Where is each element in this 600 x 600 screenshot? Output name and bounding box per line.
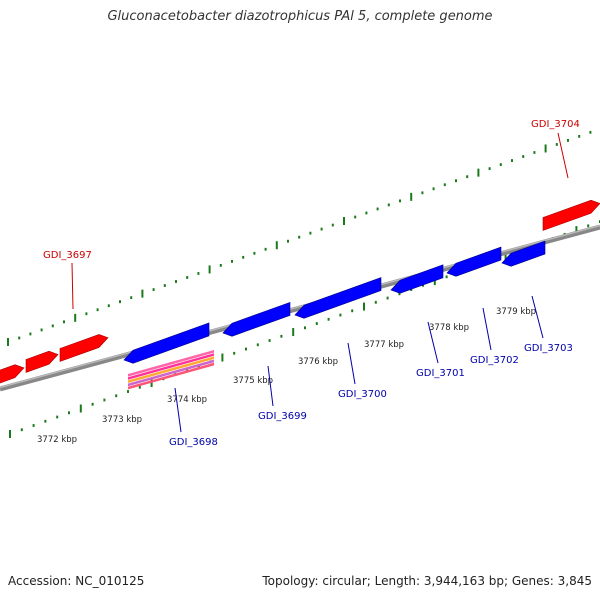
label-leader-line xyxy=(347,342,356,385)
outer-tick-track xyxy=(7,130,592,346)
forward-gene-arrow xyxy=(542,199,600,231)
label-leader-line xyxy=(482,307,492,351)
gene-label[interactable]: GDI_3701 xyxy=(416,368,465,379)
reverse-gene-arrow xyxy=(390,264,444,294)
gene-label[interactable]: GDI_3703 xyxy=(524,343,573,354)
scale-label: 3773 kbp xyxy=(102,415,142,425)
scale-label: 3777 kbp xyxy=(364,340,404,350)
topology-summary: Topology: circular; Length: 3,944,163 bp… xyxy=(262,574,592,588)
reverse-gene-arrow xyxy=(294,277,382,319)
forward-gene-arrow xyxy=(25,350,59,373)
map-title: Gluconacetobacter diazotrophicus PAl 5, … xyxy=(107,9,493,24)
label-leader-line xyxy=(174,387,182,433)
reverse-gene-arrow xyxy=(446,246,502,277)
reverse-gene-arrow xyxy=(222,301,291,337)
label-leader-line xyxy=(427,321,439,364)
scale-label: 3778 kbp xyxy=(429,323,469,333)
rna-feature-stripe xyxy=(128,353,214,380)
rna-feature-stripe xyxy=(128,350,214,377)
gene-label[interactable]: GDI_3697 xyxy=(43,250,92,261)
rna-feature-stripe xyxy=(128,356,214,383)
gene-label[interactable]: GDI_3700 xyxy=(338,389,387,400)
scale-label: 3772 kbp xyxy=(37,435,77,445)
gene-label[interactable]: GDI_3698 xyxy=(169,437,218,448)
rna-feature-stripe xyxy=(128,362,214,390)
scale-label: 3779 kbp xyxy=(496,307,536,317)
gene-features xyxy=(0,199,600,390)
scale-labels: 3772 kbp 3773 kbp 3774 kbp 3775 kbp 3776 kbp… xyxy=(37,307,536,445)
gene-label[interactable]: GDI_3704 xyxy=(531,119,580,130)
gene-label[interactable]: GDI_3702 xyxy=(470,355,519,366)
label-leader-line xyxy=(531,295,544,339)
label-leader-lines xyxy=(71,132,569,433)
reverse-gene-arrow xyxy=(123,322,210,364)
forward-gene-arrow xyxy=(0,364,25,384)
label-leader-line xyxy=(557,132,569,179)
scale-label: 3774 kbp xyxy=(167,395,207,405)
accession-text: Accession: NC_010125 xyxy=(8,574,145,588)
rna-feature-stripe xyxy=(128,359,214,387)
forward-gene-arrow xyxy=(59,334,109,362)
label-leader-line xyxy=(267,365,274,407)
gene-label[interactable]: GDI_3699 xyxy=(258,411,307,422)
scale-label: 3775 kbp xyxy=(233,376,273,386)
label-leader-line xyxy=(71,262,74,310)
reverse-gene-arrow xyxy=(501,240,546,267)
gene-labels: GDI_3697 GDI_3698 GDI_3699 GDI_3700 GDI_3701… xyxy=(43,119,580,448)
scale-label: 3776 kbp xyxy=(298,357,338,367)
